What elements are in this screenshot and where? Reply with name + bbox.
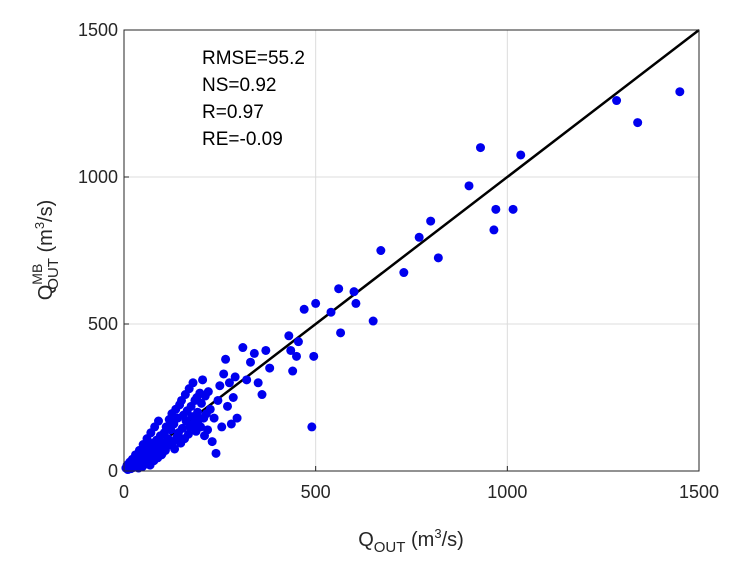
data-points <box>121 87 685 475</box>
x-axis-label-unit-pre: (m <box>405 529 434 551</box>
y-tick-label: 0 <box>108 461 118 481</box>
x-axis-label-main: Q <box>358 529 374 551</box>
data-point <box>226 419 236 429</box>
data-point <box>196 422 206 432</box>
data-point <box>265 363 275 373</box>
x-tick-label: 0 <box>119 482 129 502</box>
x-axis-label-sub: OUT <box>374 539 406 556</box>
data-point <box>293 337 303 347</box>
data-point <box>414 232 424 242</box>
plot-frame <box>123 29 700 472</box>
data-point <box>516 150 526 160</box>
data-point <box>292 351 301 361</box>
data-point <box>309 351 319 361</box>
data-point <box>307 422 317 432</box>
data-point <box>198 375 208 385</box>
data-point <box>224 378 234 388</box>
data-point <box>336 328 346 338</box>
annotation-text: RE=-0.09 <box>202 129 283 150</box>
x-tick-label: 1500 <box>679 482 719 502</box>
data-point <box>311 298 321 308</box>
data-point <box>196 398 206 408</box>
data-point <box>203 425 213 435</box>
x-axis-label-unit-sup: 3 <box>434 526 441 541</box>
data-point <box>219 369 229 379</box>
x-tick-label: 500 <box>301 482 331 502</box>
x-tick-label: 1000 <box>487 482 527 502</box>
data-point <box>257 390 267 400</box>
y-axis-label-unit-sup: 3 <box>32 222 47 229</box>
data-point <box>349 287 359 297</box>
data-point <box>464 181 474 191</box>
data-point <box>183 429 193 439</box>
data-point <box>489 225 499 235</box>
annotation-text: NS=0.92 <box>202 75 276 96</box>
data-point <box>675 87 685 97</box>
annotations: RMSE=55.2 NS=0.92 R=0.97 RE=-0.09 <box>202 48 305 150</box>
y-axis-label-unit-pre: (m <box>35 229 57 258</box>
data-point <box>211 448 221 458</box>
data-point <box>238 343 248 353</box>
y-axis-label-unit-post: /s) <box>35 200 57 222</box>
data-point <box>476 143 485 153</box>
x-axis-label-unit-post: /s) <box>442 529 464 551</box>
data-point <box>284 331 294 341</box>
data-point <box>213 395 223 405</box>
data-point <box>334 284 344 294</box>
data-point <box>221 354 231 364</box>
data-point <box>491 204 501 214</box>
data-point <box>368 316 378 326</box>
y-tick-label: 500 <box>88 314 118 334</box>
data-point <box>351 298 361 308</box>
data-point <box>170 444 180 454</box>
data-point <box>154 416 163 426</box>
grid-lines <box>124 30 699 471</box>
data-point <box>288 366 298 376</box>
data-point <box>376 246 386 255</box>
data-point <box>193 407 203 417</box>
data-point <box>232 413 242 423</box>
data-point <box>207 437 217 447</box>
data-point <box>612 96 622 106</box>
annotation-text: RMSE=55.2 <box>202 48 305 69</box>
y-axis-label: QMBOUT (m3/s) <box>29 200 62 301</box>
data-point <box>215 381 225 391</box>
data-point <box>508 204 518 214</box>
data-point <box>246 357 255 367</box>
data-point <box>249 348 259 358</box>
data-point <box>286 345 296 355</box>
x-tick-labels: 0 500 1000 1500 <box>119 466 719 502</box>
y-tick-labels: 0 500 1000 1500 <box>78 20 129 481</box>
data-point <box>326 307 336 317</box>
data-point <box>299 304 309 314</box>
data-point <box>205 404 215 414</box>
data-point <box>253 378 263 388</box>
data-point <box>209 413 219 423</box>
y-tick-label: 1000 <box>78 167 118 187</box>
data-point <box>228 393 238 402</box>
data-point <box>633 118 643 128</box>
data-point <box>242 375 252 385</box>
data-point <box>217 422 227 432</box>
data-point <box>203 387 213 397</box>
data-point <box>426 216 436 226</box>
data-point <box>223 401 232 411</box>
y-axis-label-sup: MB <box>29 264 45 285</box>
data-point <box>399 268 409 278</box>
y-tick-label: 1500 <box>78 20 118 40</box>
y-axis-label-main: Q <box>35 285 57 301</box>
data-point <box>261 345 271 355</box>
data-point <box>230 372 240 382</box>
annotation-text: R=0.97 <box>202 102 264 123</box>
data-point <box>177 423 187 433</box>
data-point <box>433 253 443 263</box>
x-axis-label: QOUT (m3/s) <box>358 526 464 556</box>
data-point <box>188 378 198 388</box>
y-axis-label-sub: OUT <box>45 258 62 290</box>
